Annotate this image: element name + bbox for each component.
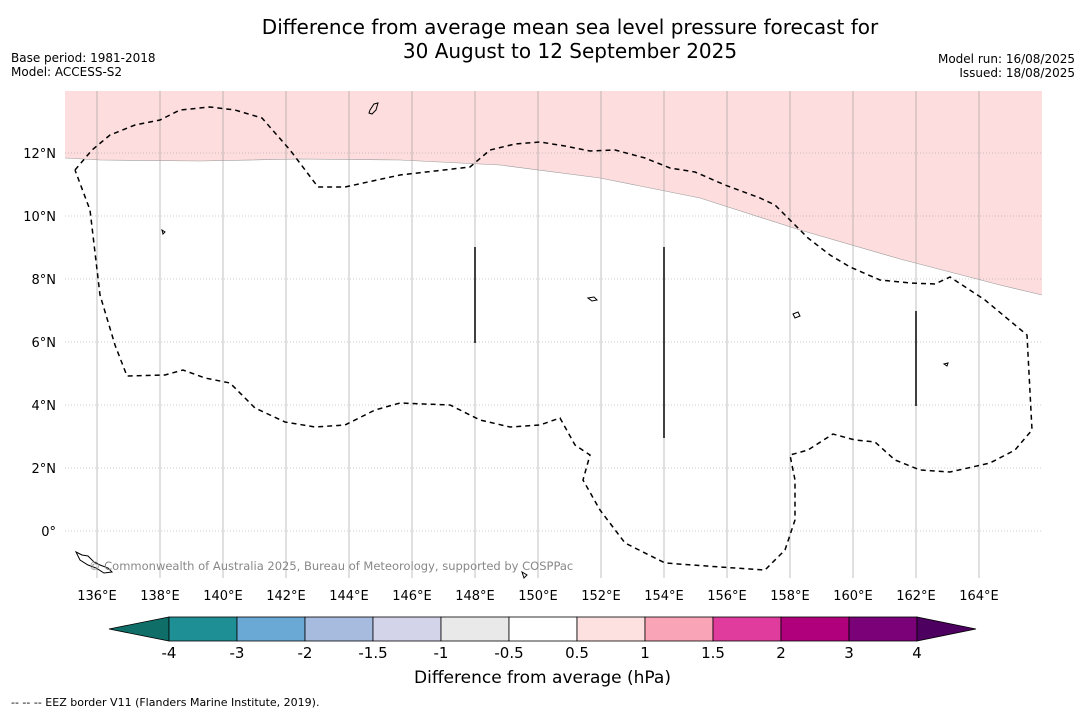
- colorbar-tick-label: -1.5: [358, 644, 388, 662]
- model-run-text: Model run: 16/08/2025: [937, 52, 1075, 66]
- colorbar-tick-label: -4: [161, 644, 177, 662]
- colorbar-segment: [576, 616, 646, 642]
- lon-tick-label: 164°E: [959, 589, 999, 604]
- meridian-segments: [474, 247, 917, 438]
- colorbar-tick-label: 0.5: [565, 644, 589, 662]
- colorbar-segment: [304, 616, 374, 642]
- colorbar-tick-label: -3: [229, 644, 245, 662]
- islands: [74, 102, 949, 579]
- map-title-line1: Difference from average mean sea level p…: [261, 15, 879, 39]
- lon-tick-label: 148°E: [455, 589, 495, 604]
- eez-legend-text: -- -- -- EEZ border V11 (Flanders Marine…: [11, 696, 320, 709]
- eez-border: [74, 106, 1033, 571]
- lat-tick-label: 12°N: [23, 147, 56, 162]
- lon-labels: 136°E 138°E 140°E 142°E 144°E 146°E 148°E 150°E…: [77, 589, 999, 604]
- colorbar-segment: [848, 616, 918, 642]
- colorbar-segment: [236, 616, 306, 642]
- colorbar-tick-label: -1: [433, 644, 449, 662]
- pressure-anomaly-shading: [65, 91, 1042, 295]
- map-gridlines: [65, 91, 1042, 578]
- lon-tick-label: 146°E: [392, 589, 432, 604]
- colorbar-tick-label: -2: [297, 644, 313, 662]
- lon-tick-label: 158°E: [770, 589, 810, 604]
- colorbar-tick-label: 2: [776, 644, 786, 662]
- colorbar-segment: [644, 616, 714, 642]
- colorbar-tick-label: -0.5: [494, 644, 524, 662]
- colorbar-segment: [712, 616, 782, 642]
- base-period-text: Base period: 1981-2018: [11, 51, 156, 65]
- colorbar-low-extend: [108, 616, 170, 642]
- colorbar-tick-label: 3: [844, 644, 854, 662]
- colorbar-tick-label: 1.5: [701, 644, 725, 662]
- lon-tick-label: 140°E: [203, 589, 243, 604]
- lon-tick-label: 150°E: [518, 589, 558, 604]
- colorbar-tick-label: 1: [640, 644, 650, 662]
- lon-tick-label: 138°E: [140, 589, 180, 604]
- shading-edge: [64, 157, 1043, 296]
- colorbar-title: Difference from average (hPa): [414, 668, 671, 688]
- colorbar-segment: [168, 616, 238, 642]
- lon-tick-label: 144°E: [329, 589, 369, 604]
- colorbar-segment: [780, 616, 850, 642]
- lat-tick-label: 2°N: [32, 462, 57, 477]
- lat-tick-label: 4°N: [32, 399, 57, 414]
- lat-tick-label: 10°N: [23, 210, 56, 225]
- issued-text: Issued: 18/08/2025: [959, 66, 1075, 80]
- colorbar-segment: [372, 616, 442, 642]
- lat-labels: 12°N 10°N 8°N 6°N 4°N 2°N 0°: [23, 147, 56, 540]
- colorbar-segment: [508, 616, 578, 642]
- lat-tick-label: 6°N: [32, 336, 57, 351]
- lat-tick-label: 0°: [41, 525, 56, 540]
- lon-tick-label: 152°E: [581, 589, 621, 604]
- lon-tick-label: 142°E: [266, 589, 306, 604]
- lon-tick-label: 162°E: [896, 589, 936, 604]
- lon-tick-label: 160°E: [833, 589, 873, 604]
- lon-tick-label: 156°E: [707, 589, 747, 604]
- lon-tick-label: 154°E: [644, 589, 684, 604]
- lon-tick-label: 136°E: [77, 589, 117, 604]
- copyright-text: © Commonwealth of Australia 2025, Bureau…: [89, 559, 573, 573]
- lat-tick-label: 8°N: [32, 273, 57, 288]
- colorbar-segment: [440, 616, 510, 642]
- colorbar-tick-label: 4: [912, 644, 922, 662]
- colorbar: [108, 616, 977, 642]
- model-text: Model: ACCESS-S2: [11, 65, 123, 79]
- colorbar-high-extend: [916, 616, 977, 642]
- map-title-line2: 30 August to 12 September 2025: [402, 39, 738, 63]
